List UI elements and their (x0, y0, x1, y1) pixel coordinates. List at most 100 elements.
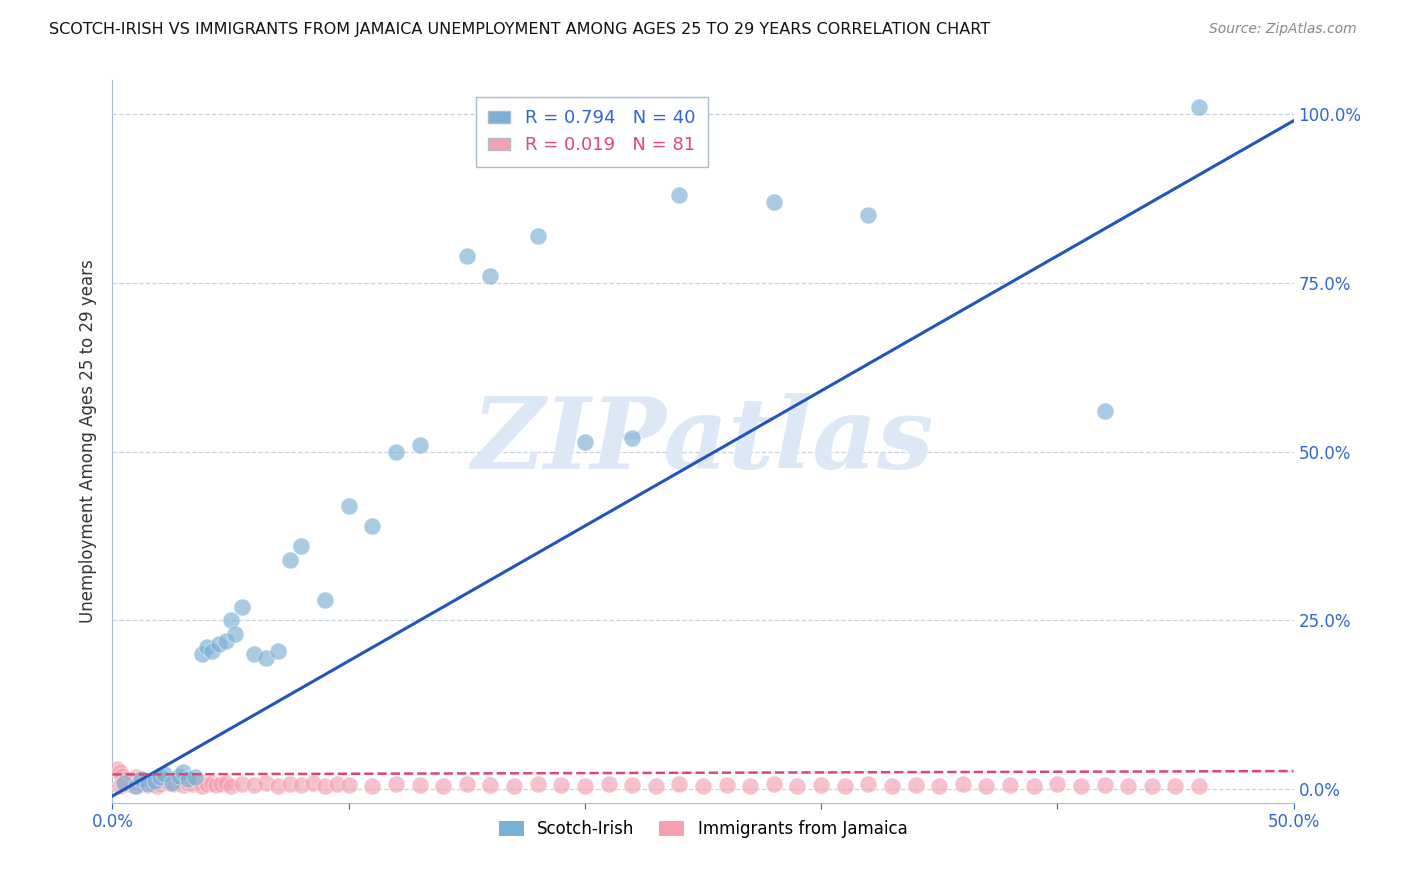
Scotch-Irish (668, 188, 690, 202)
Immigrants from Jamaica (215, 775, 238, 789)
Immigrants from Jamaica (181, 777, 204, 791)
Immigrants from Jamaica (762, 777, 785, 791)
Immigrants from Jamaica (1116, 779, 1139, 793)
Scotch-Irish (125, 779, 148, 793)
Scotch-Irish (129, 772, 152, 787)
Immigrants from Jamaica (243, 778, 266, 792)
Scotch-Irish (143, 774, 166, 789)
Immigrants from Jamaica (456, 777, 478, 791)
Immigrants from Jamaica (644, 779, 666, 793)
Immigrants from Jamaica (115, 772, 138, 787)
Scotch-Irish (149, 770, 172, 784)
Immigrants from Jamaica (167, 772, 190, 787)
Immigrants from Jamaica (692, 779, 714, 793)
Immigrants from Jamaica (135, 774, 157, 789)
Immigrants from Jamaica (621, 778, 644, 792)
Scotch-Irish (195, 640, 218, 655)
Scotch-Irish (136, 777, 159, 791)
Immigrants from Jamaica (810, 778, 832, 792)
Immigrants from Jamaica (858, 777, 880, 791)
Scotch-Irish (201, 644, 224, 658)
Immigrants from Jamaica (177, 775, 200, 789)
Scotch-Irish (160, 775, 183, 789)
Immigrants from Jamaica (952, 777, 974, 791)
Scotch-Irish (858, 208, 880, 222)
Immigrants from Jamaica (668, 777, 690, 791)
Immigrants from Jamaica (385, 777, 408, 791)
Immigrants from Jamaica (267, 779, 290, 793)
Immigrants from Jamaica (195, 777, 218, 791)
Scotch-Irish (1094, 404, 1116, 418)
Immigrants from Jamaica (201, 775, 224, 789)
Text: Source: ZipAtlas.com: Source: ZipAtlas.com (1209, 22, 1357, 37)
Immigrants from Jamaica (904, 778, 927, 792)
Immigrants from Jamaica (976, 779, 998, 793)
Immigrants from Jamaica (209, 777, 232, 791)
Immigrants from Jamaica (302, 775, 325, 789)
Immigrants from Jamaica (408, 778, 430, 792)
Immigrants from Jamaica (550, 778, 572, 792)
Scotch-Irish (112, 775, 135, 789)
Scotch-Irish (314, 593, 336, 607)
Immigrants from Jamaica (205, 778, 228, 792)
Immigrants from Jamaica (834, 779, 856, 793)
Immigrants from Jamaica (574, 779, 596, 793)
Scotch-Irish (385, 444, 408, 458)
Scotch-Irish (621, 431, 644, 445)
Scotch-Irish (177, 772, 200, 787)
Scotch-Irish (278, 552, 301, 566)
Scotch-Irish (191, 647, 214, 661)
Immigrants from Jamaica (149, 777, 172, 791)
Immigrants from Jamaica (191, 779, 214, 793)
Scotch-Irish (184, 770, 207, 784)
Immigrants from Jamaica (1070, 779, 1092, 793)
Immigrants from Jamaica (118, 777, 141, 791)
Scotch-Irish (215, 633, 238, 648)
Immigrants from Jamaica (112, 775, 135, 789)
Immigrants from Jamaica (219, 779, 242, 793)
Immigrants from Jamaica (105, 762, 128, 776)
Immigrants from Jamaica (479, 778, 502, 792)
Scotch-Irish (219, 614, 242, 628)
Text: ZIPatlas: ZIPatlas (472, 393, 934, 490)
Scotch-Irish (172, 765, 194, 780)
Immigrants from Jamaica (142, 777, 165, 791)
Scotch-Irish (479, 269, 502, 284)
Immigrants from Jamaica (361, 779, 384, 793)
Immigrants from Jamaica (1094, 778, 1116, 792)
Immigrants from Jamaica (172, 778, 194, 792)
Scotch-Irish (1188, 100, 1211, 114)
Scotch-Irish (290, 539, 312, 553)
Scotch-Irish (267, 644, 290, 658)
Immigrants from Jamaica (111, 769, 134, 783)
Immigrants from Jamaica (928, 779, 950, 793)
Scotch-Irish (254, 650, 277, 665)
Immigrants from Jamaica (139, 775, 162, 789)
Immigrants from Jamaica (254, 775, 277, 789)
Immigrants from Jamaica (186, 774, 208, 789)
Scotch-Irish (337, 499, 360, 513)
Immigrants from Jamaica (998, 778, 1021, 792)
Immigrants from Jamaica (146, 779, 169, 793)
Immigrants from Jamaica (278, 777, 301, 791)
Scotch-Irish (456, 249, 478, 263)
Immigrants from Jamaica (120, 774, 142, 789)
Immigrants from Jamaica (231, 777, 253, 791)
Immigrants from Jamaica (526, 777, 548, 791)
Immigrants from Jamaica (1140, 779, 1163, 793)
Scotch-Irish (243, 647, 266, 661)
Immigrants from Jamaica (880, 779, 903, 793)
Immigrants from Jamaica (503, 779, 526, 793)
Immigrants from Jamaica (127, 775, 149, 789)
Immigrants from Jamaica (108, 765, 131, 780)
Scotch-Irish (408, 438, 430, 452)
Immigrants from Jamaica (143, 772, 166, 787)
Immigrants from Jamaica (432, 779, 454, 793)
Immigrants from Jamaica (136, 778, 159, 792)
Immigrants from Jamaica (337, 778, 360, 792)
Immigrants from Jamaica (157, 775, 180, 789)
Immigrants from Jamaica (163, 777, 186, 791)
Scotch-Irish (231, 599, 253, 614)
Scotch-Irish (361, 519, 384, 533)
Scotch-Irish (574, 434, 596, 449)
